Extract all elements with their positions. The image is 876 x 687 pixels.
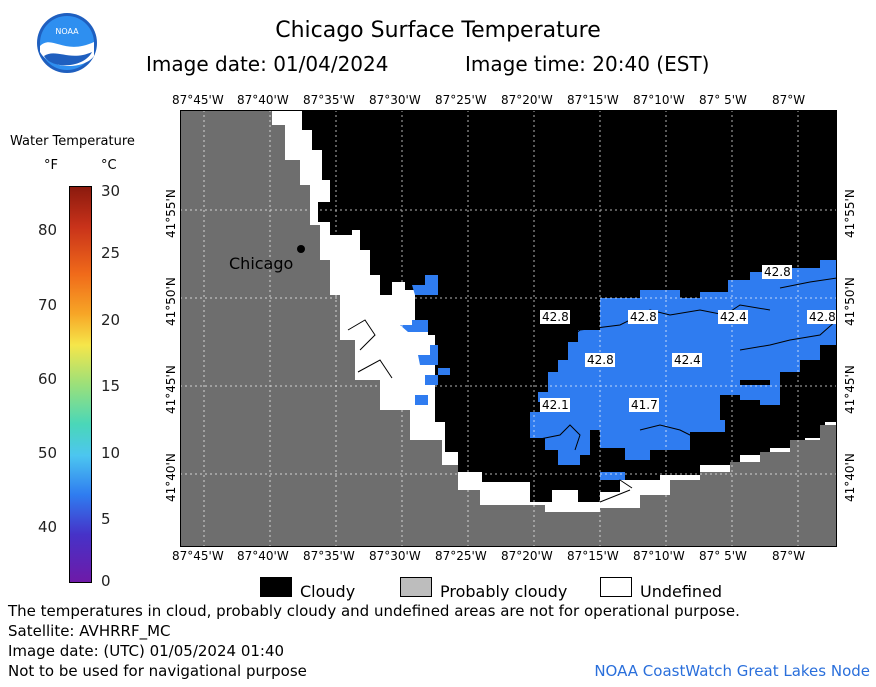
f-tick-label: 50 — [38, 444, 58, 462]
temperature-label: 42.8 — [809, 310, 836, 324]
water-region-east-patch — [740, 375, 780, 405]
utc-date-text: Image date: (UTC) 01/05/2024 01:40 — [8, 642, 285, 660]
lon-label: 87°30'W — [369, 549, 421, 563]
temp-label-bg — [628, 310, 658, 324]
c-tick-label: 5 — [101, 510, 111, 528]
key-probably-cloudy-swatch — [400, 577, 432, 597]
temperature-label: 42.8 — [630, 310, 657, 324]
temperature-label: 42.1 — [542, 398, 569, 412]
c-tick-label: 30 — [101, 182, 121, 200]
temperature-label: 42.8 — [764, 265, 791, 279]
c-tick-label: 25 — [101, 244, 121, 262]
temp-label-bg — [585, 353, 615, 367]
lon-label: 87°20'W — [501, 549, 553, 563]
temperature-label: 42.8 — [542, 310, 569, 324]
key-cloudy-swatch — [260, 577, 292, 597]
lon-label: 87°25'W — [435, 549, 487, 563]
lon-label: 87°W — [772, 549, 806, 563]
image-date: Image date: 01/04/2024 — [146, 52, 389, 76]
temp-label-bg — [762, 265, 792, 279]
lon-label: 87°15'W — [567, 549, 619, 563]
water-region-small-6 — [600, 472, 625, 480]
lat-label: 41°55'N — [843, 189, 857, 238]
image-time: Image time: 20:40 (EST) — [465, 52, 710, 76]
f-tick-label: 60 — [38, 370, 58, 388]
temp-label-bg — [672, 353, 702, 367]
lat-label: 41°50'N — [843, 277, 857, 326]
lat-label: 41°45'N — [843, 365, 857, 414]
temp-label-bg — [807, 310, 837, 324]
key-undefined-swatch — [600, 577, 632, 597]
lon-label: 87°W — [772, 93, 806, 107]
logo-text: NOAA — [55, 27, 79, 36]
temperature-label: 42.4 — [720, 310, 747, 324]
lon-label: 87° 5'W — [699, 93, 747, 107]
key-cloudy-label: Cloudy — [300, 582, 356, 601]
temperature-label: 41.7 — [631, 398, 658, 412]
key-probably-cloudy-label: Probably cloudy — [440, 582, 568, 601]
temp-label-bg — [629, 398, 659, 412]
water-region-small-4 — [425, 368, 450, 385]
undefined-area — [272, 110, 837, 547]
land-area — [180, 110, 837, 547]
c-tick-label: 0 — [101, 572, 111, 590]
lat-label: 41°40'N — [164, 453, 178, 502]
lon-label: 87°20'W — [501, 93, 553, 107]
temp-label-bg — [718, 310, 748, 324]
temperature-map: Chicago 42.8 42.8 42.8 42.4 42.8 42.8 42… — [180, 110, 837, 547]
lat-label: 41°50'N — [164, 277, 178, 326]
f-tick-label: 70 — [38, 296, 58, 314]
temperature-label: 42.8 — [587, 353, 614, 367]
noaa-logo: NOAA — [36, 12, 98, 74]
disclaimer-text: The temperatures in cloud, probably clou… — [8, 602, 740, 620]
lon-label: 87°45'W — [172, 549, 224, 563]
noaa-logo-icon: NOAA — [37, 13, 97, 73]
city-label: Chicago — [229, 254, 293, 273]
water-region-small-3 — [418, 345, 438, 365]
lon-label: 87°10'W — [633, 549, 685, 563]
c-tick-label: 15 — [101, 377, 121, 395]
lat-label: 41°45'N — [164, 365, 178, 414]
f-tick-label: 80 — [38, 221, 58, 239]
lon-label: 87°40'W — [237, 549, 289, 563]
lon-label: 87°40'W — [237, 93, 289, 107]
shore-contours — [347, 319, 726, 503]
c-tick-label: 10 — [101, 444, 121, 462]
city-marker — [297, 245, 305, 253]
lon-label: 87°30'W — [369, 93, 421, 107]
lat-label: 41°55'N — [164, 189, 178, 238]
lon-label: 87°35'W — [303, 549, 355, 563]
temp-label-bg — [540, 310, 570, 324]
c-tick-label: 20 — [101, 311, 121, 329]
temp-label-bg — [540, 398, 570, 412]
satellite-text: Satellite: AVHRRF_MC — [8, 622, 171, 640]
temperature-label: 42.4 — [674, 353, 701, 367]
unit-celsius: °C — [101, 158, 117, 173]
lat-label: 41°40'N — [843, 453, 857, 502]
map-frame — [180, 110, 837, 547]
legend-title: Water Temperature — [10, 134, 135, 149]
color-scale-bar — [69, 186, 92, 583]
unit-fahrenheit: °F — [44, 158, 58, 173]
water-region-small-5 — [415, 395, 428, 405]
f-tick-label: 40 — [38, 518, 58, 536]
water-region-small-2 — [400, 320, 428, 332]
key-undefined-label: Undefined — [640, 582, 723, 601]
lon-label: 87°35'W — [303, 93, 355, 107]
lon-label: 87°10'W — [633, 93, 685, 107]
lon-label: 87°25'W — [435, 93, 487, 107]
lon-label: 87° 5'W — [699, 549, 747, 563]
temperature-labels: 42.8 42.8 42.8 42.4 42.8 42.8 42.4 42.1 … — [540, 265, 837, 412]
page-title: Chicago Surface Temperature — [275, 18, 601, 43]
lon-label: 87°45'W — [172, 93, 224, 107]
lon-label: 87°15'W — [567, 93, 619, 107]
credit-text: NOAA CoastWatch Great Lakes Node — [594, 662, 870, 680]
navigation-warning: Not to be used for navigational purpose — [8, 662, 307, 680]
water-region-small-1 — [412, 275, 438, 295]
